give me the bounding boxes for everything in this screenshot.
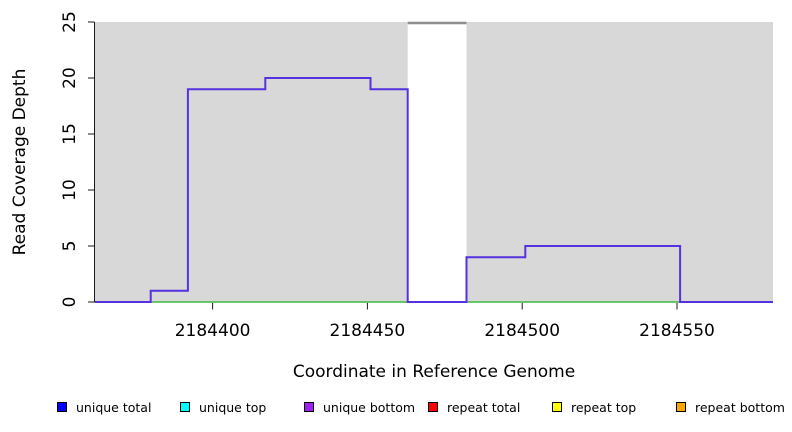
- legend-label: unique total: [76, 399, 152, 415]
- legend-label: repeat total: [447, 399, 521, 415]
- legend-item-repeat-top: repeat top: [552, 398, 636, 416]
- y-axis-title: Read Coverage Depth: [10, 69, 30, 256]
- legend-label: unique top: [199, 399, 267, 415]
- legend-label: unique bottom: [323, 399, 416, 415]
- legend-item-unique-bottom: unique bottom: [304, 398, 415, 416]
- y-tick-label: 25: [60, 11, 80, 33]
- legend-swatch-icon: [57, 402, 67, 412]
- coverage-gap-region: [407, 22, 467, 302]
- legend-label: repeat top: [571, 399, 637, 415]
- x-tick-label: 2184400: [175, 321, 251, 341]
- legend-item-repeat-bottom: repeat bottom: [676, 398, 785, 416]
- x-axis-title: Coordinate in Reference Genome: [293, 362, 575, 382]
- x-tick-label: 2184450: [330, 321, 406, 341]
- x-tick-label: 2184550: [639, 321, 715, 341]
- legend-item-unique-total: unique total: [57, 398, 151, 416]
- y-tick-label: 20: [60, 67, 80, 89]
- legend-item-repeat-total: repeat total: [428, 398, 520, 416]
- y-tick-label: 10: [60, 179, 80, 201]
- y-tick-label: 0: [60, 297, 80, 308]
- y-tick-label: 5: [60, 241, 80, 252]
- legend-swatch-icon: [428, 402, 438, 412]
- legend-item-unique-top: unique top: [180, 398, 266, 416]
- y-tick-label: 15: [60, 123, 80, 145]
- x-tick-label: 2184500: [484, 321, 560, 341]
- coverage-plot: 0 5 10 15 20 25 2184400 2184450 2184500 2184550 Co…: [10, 11, 773, 382]
- legend-swatch-icon: [180, 402, 190, 412]
- legend-swatch-icon: [304, 402, 314, 412]
- legend: unique total unique top unique bottom repea…: [0, 398, 792, 420]
- legend-label: repeat bottom: [695, 399, 785, 415]
- legend-swatch-icon: [676, 402, 686, 412]
- legend-swatch-icon: [552, 402, 562, 412]
- series-unique-coverage: [95, 77, 773, 303]
